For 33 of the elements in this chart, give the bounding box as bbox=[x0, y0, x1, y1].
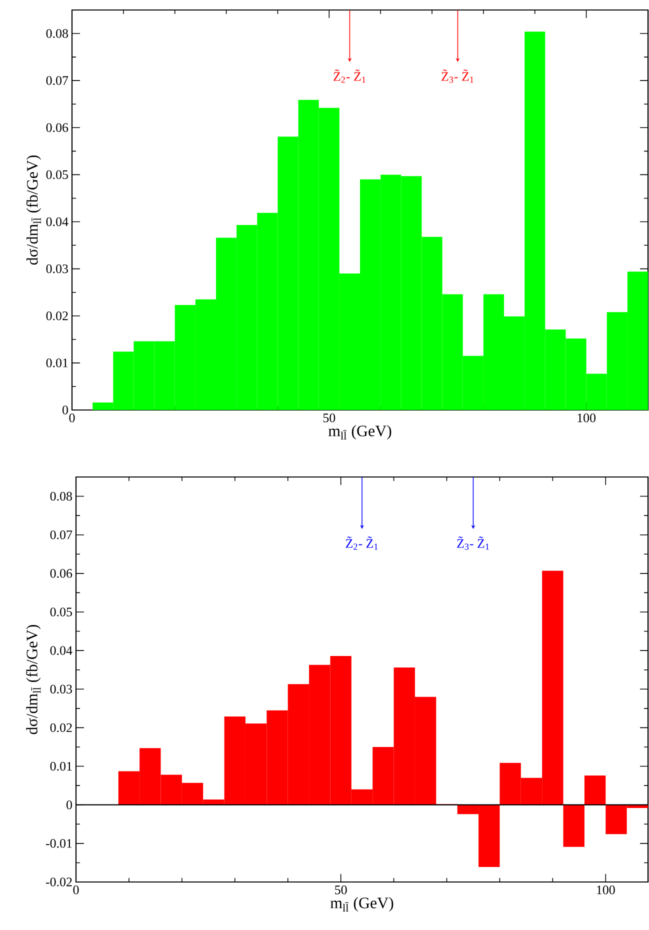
y-axis-title: dσ/dm$_{ll̄}$ (fb/GeV) bbox=[26, 624, 41, 734]
y-tick-label: -0.02 bbox=[46, 878, 72, 886]
y-tick-label: 0.08 bbox=[50, 492, 72, 501]
y-tick-label: 0.07 bbox=[50, 530, 72, 540]
y-tick-label: 0.02 bbox=[46, 311, 68, 320]
y-tick-label: 0.02 bbox=[50, 723, 72, 732]
y-tick-label: 0 bbox=[62, 406, 68, 414]
y-tick-label: 0.03 bbox=[50, 684, 72, 694]
ref-line-label: Z̃$_{2}$- Z̃$_{1}$ bbox=[334, 70, 366, 83]
y-tick-label: 0.05 bbox=[46, 170, 68, 180]
y-tick-label: 0.06 bbox=[46, 123, 68, 132]
x-tick-label: 50 bbox=[323, 414, 336, 422]
x-tick-label: 50 bbox=[335, 886, 347, 894]
ref-line-label: Z̃$_{2}$- Z̃$_{1}$ bbox=[346, 536, 378, 550]
y-tick-label: 0.01 bbox=[50, 762, 72, 771]
x-axis-title: m$_{ll̄}$ (GeV) bbox=[330, 897, 394, 912]
x-tick-label: 100 bbox=[597, 886, 615, 894]
x-axis-title: m$_{ll̄}$ (GeV) bbox=[328, 425, 392, 440]
y-tick-label: 0.05 bbox=[50, 608, 72, 616]
y-tick-label: 0.03 bbox=[46, 264, 68, 274]
y-axis-title: dσ/dm$_{ll̄}$ (fb/GeV) bbox=[26, 155, 41, 265]
ref-line-label: Z̃$_{3}$- Z̃$_{1}$ bbox=[442, 70, 474, 83]
y-tick-label: -0.01 bbox=[46, 839, 72, 848]
y-tick-label: 0.06 bbox=[50, 569, 72, 578]
y-tick-label: 0.07 bbox=[46, 76, 68, 85]
x-tick-label: 0 bbox=[73, 886, 79, 894]
y-tick-label: 0.04 bbox=[46, 217, 68, 226]
ref-line-label: Z̃$_{3}$- Z̃$_{1}$ bbox=[457, 536, 489, 550]
y-tick-label: 0.01 bbox=[46, 358, 68, 368]
y-tick-label: 0.08 bbox=[46, 29, 68, 38]
x-tick-label: 100 bbox=[578, 414, 596, 422]
y-tick-label: 0.04 bbox=[50, 646, 72, 655]
y-tick-label: 0 bbox=[66, 800, 72, 810]
